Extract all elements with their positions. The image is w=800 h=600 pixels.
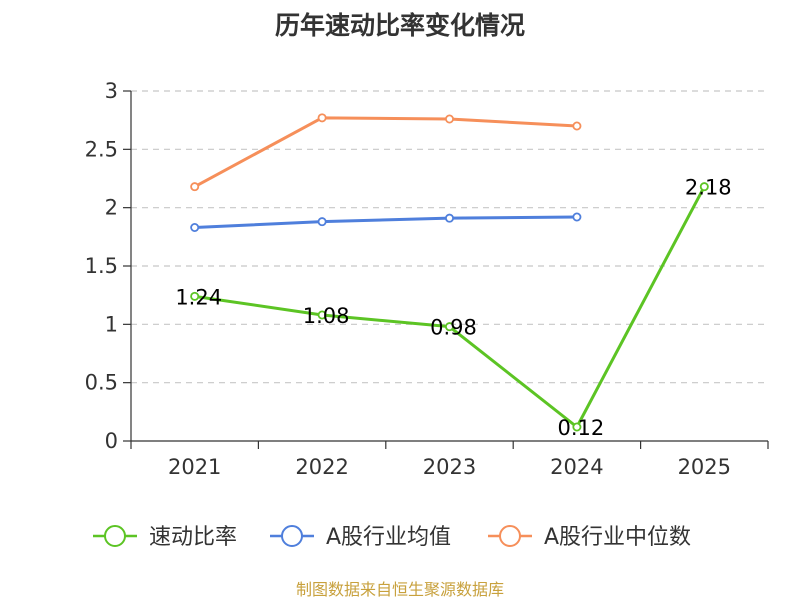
- data-point[interactable]: [572, 121, 582, 131]
- legend-swatch-marker: [499, 525, 521, 547]
- data-label: 2.18: [685, 176, 732, 200]
- y-tick-label: 3: [105, 79, 118, 103]
- y-tick-label: 1: [105, 312, 118, 336]
- y-tick-label: 2.5: [85, 137, 118, 161]
- y-tick-label: 2: [105, 196, 118, 220]
- data-label: 1.24: [175, 285, 222, 309]
- axes: 0 0.5 1 1.5 2 2.5 3 2021 2022 2023 2024 2025: [85, 79, 769, 479]
- series-line: [194, 215, 577, 229]
- data-label: 0.12: [558, 416, 605, 440]
- x-tick-label: 2021: [168, 455, 221, 479]
- legend-item[interactable]: A股行业中位数: [488, 525, 691, 550]
- legend-label: 速动比率: [149, 525, 237, 550]
- series-layer: [190, 113, 709, 432]
- data-point[interactable]: [317, 113, 327, 123]
- data-point[interactable]: [572, 212, 582, 222]
- data-point[interactable]: [190, 291, 200, 301]
- legend-label: A股行业中位数: [544, 525, 691, 550]
- y-tick-label: 0.5: [85, 371, 118, 395]
- data-label: 0.98: [430, 316, 477, 340]
- x-tick-label: 2023: [423, 455, 476, 479]
- legend[interactable]: 速动比率 A股行业均值 A股行业中位数: [93, 525, 691, 550]
- data-point[interactable]: [572, 422, 582, 432]
- data-point[interactable]: [190, 222, 200, 232]
- data-point[interactable]: [190, 182, 200, 192]
- x-tick-label: 2025: [678, 455, 731, 479]
- data-point[interactable]: [317, 310, 327, 320]
- data-point[interactable]: [699, 182, 709, 192]
- x-tick-label: 2024: [550, 455, 603, 479]
- chart-title: 历年速动比率变化情况: [275, 11, 525, 40]
- data-point[interactable]: [317, 217, 327, 227]
- data-label: 1.08: [303, 304, 350, 328]
- data-point[interactable]: [444, 213, 454, 223]
- legend-item[interactable]: 速动比率: [93, 525, 237, 550]
- source-note: 制图数据来自恒生聚源数据库: [296, 580, 504, 599]
- legend-label: A股行业均值: [326, 525, 451, 550]
- series-line: [193, 116, 577, 188]
- y-tick-label: 0: [105, 429, 118, 453]
- data-point[interactable]: [444, 322, 454, 332]
- data-point[interactable]: [444, 114, 454, 124]
- legend-swatch-marker: [104, 525, 126, 547]
- x-tick-label: 2022: [295, 455, 348, 479]
- legend-item[interactable]: A股行业均值: [270, 525, 451, 550]
- y-tick-label: 1.5: [85, 254, 118, 278]
- data-labels: 1.24 1.08 0.98 0.12 2.18: [175, 176, 731, 440]
- legend-swatch-marker: [281, 525, 303, 547]
